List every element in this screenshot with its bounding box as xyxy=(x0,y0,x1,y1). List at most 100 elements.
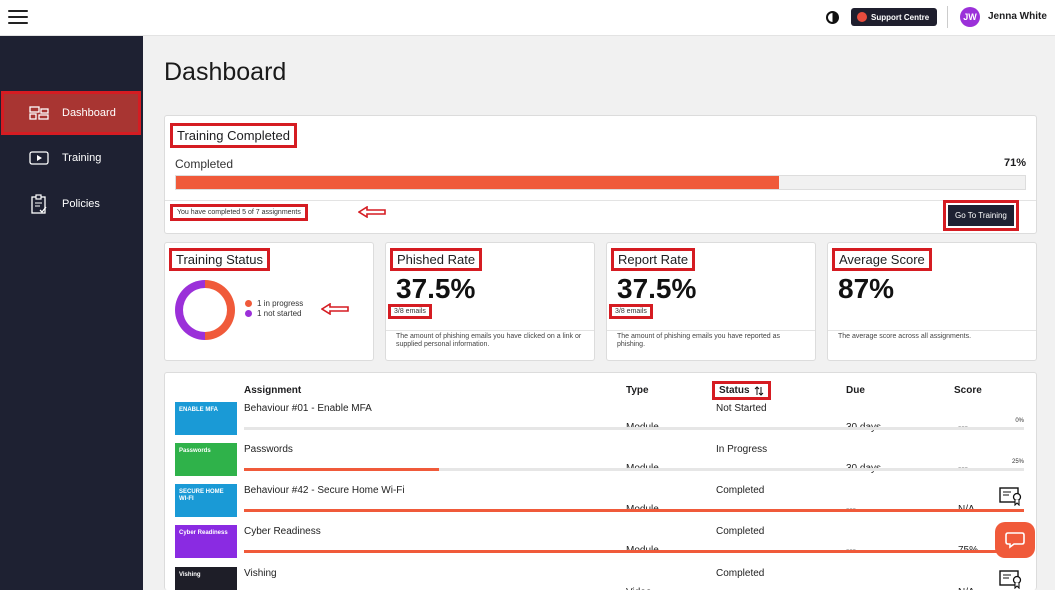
avatar[interactable]: JW xyxy=(960,7,980,27)
user-name[interactable]: Jenna White xyxy=(988,11,1047,22)
report-rate-card: Report Rate 37.5% 3/8 emails The amount … xyxy=(606,242,816,361)
assignments-table: Assignment Type Status Due Score ENABLE … xyxy=(164,372,1037,590)
status-header-label: Status xyxy=(719,385,750,396)
support-centre-button[interactable]: Support Centre xyxy=(851,8,937,26)
headset-icon xyxy=(857,12,867,22)
column-header-status[interactable]: Status xyxy=(712,381,771,400)
sidebar: Dashboard Training Policies xyxy=(0,36,143,590)
assignment-thumbnail[interactable]: SECURE HOME WI-FI xyxy=(175,484,237,517)
assignment-progress-percent: 0% xyxy=(1015,418,1024,424)
hamburger-menu-icon[interactable] xyxy=(8,10,28,26)
sidebar-item-label: Training xyxy=(62,152,102,164)
assignment-status: In Progress xyxy=(716,444,768,455)
assignment-progress-fill xyxy=(244,550,1024,553)
certificate-icon[interactable] xyxy=(999,569,1023,589)
assignment-thumbnail[interactable]: ENABLE MFA xyxy=(175,402,237,435)
play-icon xyxy=(28,150,50,166)
assignment-thumbnail[interactable]: Passwords xyxy=(175,443,237,476)
table-row[interactable]: SECURE HOME WI-FI Behaviour #42 - Secure … xyxy=(165,483,1036,524)
legend-item: 1 in progress xyxy=(245,299,303,308)
assignment-name[interactable]: Cyber Readiness xyxy=(244,526,321,537)
assignment-progress-fill xyxy=(244,509,1024,512)
sidebar-item-policies[interactable]: Policies xyxy=(4,185,138,223)
phished-rate-description: The amount of phishing emails you have c… xyxy=(396,333,582,348)
assignment-name[interactable]: Vishing xyxy=(244,568,277,579)
average-score-title: Average Score xyxy=(832,248,932,271)
report-rate-description: The amount of phishing emails you have r… xyxy=(617,333,781,348)
arrow-left-icon xyxy=(358,206,386,218)
legend-label: 1 not started xyxy=(257,309,302,318)
assignment-due: --- xyxy=(846,587,856,590)
assignment-progress-bar xyxy=(244,468,1024,471)
average-score-card: Average Score 87% The average score acro… xyxy=(827,242,1037,361)
training-status-title: Training Status xyxy=(169,248,270,271)
assignment-name[interactable]: Behaviour #42 - Secure Home Wi-Fi xyxy=(244,485,405,496)
assignment-status: Completed xyxy=(716,568,765,579)
phished-emails-count: 3/8 emails xyxy=(388,304,432,319)
assignment-progress-bar xyxy=(244,509,1024,512)
phished-rate-title: Phished Rate xyxy=(390,248,483,271)
training-progress-fill xyxy=(176,176,779,189)
assignment-status: Completed xyxy=(716,485,765,496)
arrow-left-icon xyxy=(321,303,349,315)
legend-dot xyxy=(245,310,252,317)
training-completed-title: Training Completed xyxy=(170,123,297,148)
dashboard-icon xyxy=(28,105,50,121)
table-row[interactable]: Vishing Vishing Video Completed --- N/A xyxy=(165,566,1036,590)
page-title: Dashboard xyxy=(164,58,287,86)
card-divider xyxy=(828,330,1036,331)
assignment-name[interactable]: Behaviour #01 - Enable MFA xyxy=(244,403,372,414)
sidebar-item-label: Policies xyxy=(62,198,100,210)
assignment-progress-fill xyxy=(244,468,439,471)
go-to-training-highlight: Go To Training xyxy=(943,200,1019,231)
chat-button[interactable] xyxy=(995,522,1035,558)
assignment-type: Video xyxy=(626,587,651,590)
column-header-score[interactable]: Score xyxy=(954,385,982,396)
assignment-progress-percent: 25% xyxy=(1011,459,1024,465)
completed-label: Completed xyxy=(175,157,234,171)
training-status-card: Training Status 1 in progress 1 not star… xyxy=(164,242,374,361)
report-rate-value: 37.5% xyxy=(617,273,697,304)
assignment-progress-bar xyxy=(244,427,1024,430)
average-score-description: The average score across all assignments… xyxy=(838,333,972,340)
training-status-donut xyxy=(175,280,235,340)
certificate-icon[interactable] xyxy=(999,486,1023,506)
contrast-toggle-icon[interactable] xyxy=(826,11,839,24)
top-bar: Support Centre JW Jenna White xyxy=(0,0,1055,36)
go-to-training-button[interactable]: Go To Training xyxy=(948,205,1014,226)
chat-bubble-icon xyxy=(1005,532,1025,549)
completed-percent: 71% xyxy=(1003,157,1026,169)
sidebar-item-dashboard[interactable]: Dashboard xyxy=(1,91,141,135)
sidebar-item-label: Dashboard xyxy=(62,107,116,119)
assignment-thumbnail[interactable]: Vishing xyxy=(175,567,237,590)
column-header-assignment[interactable]: Assignment xyxy=(244,385,302,396)
assignment-name[interactable]: Passwords xyxy=(244,444,293,455)
phished-rate-value: 37.5% xyxy=(396,273,476,304)
assignment-status: Completed xyxy=(716,526,765,537)
card-divider xyxy=(386,330,594,331)
sort-icon[interactable] xyxy=(754,385,764,396)
report-emails-count: 3/8 emails xyxy=(609,304,653,319)
clipboard-check-icon xyxy=(28,194,50,214)
assignment-progress-bar xyxy=(244,550,1024,553)
column-header-type[interactable]: Type xyxy=(626,385,649,396)
card-divider xyxy=(165,200,1036,201)
assignments-completed-note: You have completed 5 of 7 assignments xyxy=(170,204,308,221)
topbar-divider xyxy=(947,6,948,28)
training-status-legend: 1 in progress 1 not started xyxy=(245,299,303,319)
phished-rate-card: Phished Rate 37.5% 3/8 emails The amount… xyxy=(385,242,595,361)
column-header-due[interactable]: Due xyxy=(846,385,865,396)
sidebar-item-training[interactable]: Training xyxy=(4,139,138,177)
table-row[interactable]: PasswordsPasswordsModuleIn Progress30 da… xyxy=(165,442,1036,483)
card-divider xyxy=(607,330,815,331)
report-rate-title: Report Rate xyxy=(611,248,696,271)
legend-item: 1 not started xyxy=(245,309,303,318)
legend-label: 1 in progress xyxy=(257,299,304,308)
training-completed-card: Training Completed Completed 71% You hav… xyxy=(164,115,1037,234)
assignment-thumbnail[interactable]: Cyber Readiness xyxy=(175,525,237,558)
support-centre-label: Support Centre xyxy=(871,12,930,22)
training-progress-bar xyxy=(175,175,1026,190)
assignment-status: Not Started xyxy=(716,403,767,414)
